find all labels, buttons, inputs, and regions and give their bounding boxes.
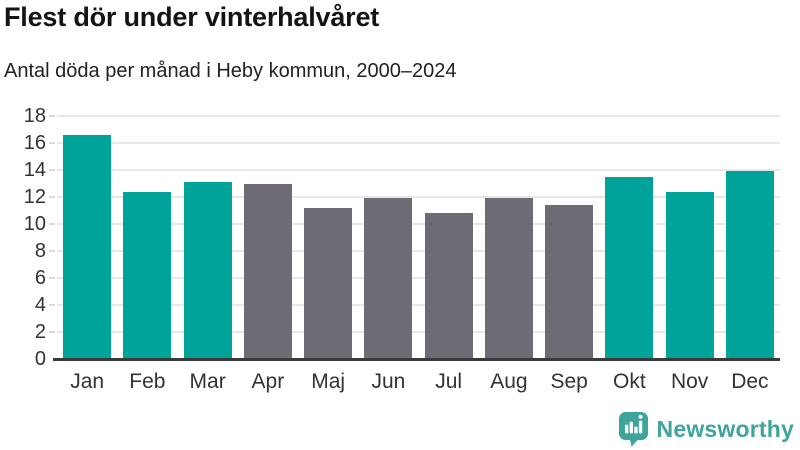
y-tick-4 bbox=[49, 304, 55, 306]
bar-Aug bbox=[484, 198, 533, 359]
newsworthy-brand-name: Newsworthy bbox=[656, 415, 794, 442]
plot-area bbox=[57, 115, 780, 359]
x-axis-label-Aug: Aug bbox=[490, 370, 528, 393]
chart-region: 0 2 4 6 8 10 12 14 16 18 Jan Feb Mar Apr Maj Jun Jul Aug S… bbox=[0, 105, 800, 405]
newsworthy-bubble-icon bbox=[618, 412, 648, 447]
y-axis-label-18: 18 bbox=[23, 105, 46, 127]
bar-Nov bbox=[665, 191, 714, 359]
x-axis-label-Dec: Dec bbox=[731, 370, 769, 393]
bar-Feb bbox=[123, 191, 172, 359]
y-tick-16 bbox=[49, 142, 55, 144]
x-axis-label-Nov: Nov bbox=[670, 370, 709, 393]
bar-Apr bbox=[243, 183, 292, 359]
y-axis-label-12: 12 bbox=[23, 186, 46, 208]
bar-Jan bbox=[63, 134, 112, 359]
y-axis-label-4: 4 bbox=[34, 294, 46, 316]
x-axis-label-Jan: Jan bbox=[70, 370, 105, 393]
x-axis-label-Apr: Apr bbox=[251, 370, 285, 393]
gridline-y-12 bbox=[57, 196, 780, 198]
x-axis-line bbox=[53, 358, 780, 361]
y-axis-label-6: 6 bbox=[34, 267, 46, 289]
bar-Dec bbox=[725, 171, 774, 359]
bar-Sep bbox=[545, 205, 594, 359]
y-axis-label-16: 16 bbox=[23, 132, 46, 154]
gridline-y-18 bbox=[57, 115, 780, 117]
bar-Jul bbox=[424, 213, 473, 359]
bar-Okt bbox=[605, 176, 654, 359]
gridline-y-16 bbox=[57, 142, 780, 144]
y-tick-6 bbox=[49, 277, 55, 279]
y-tick-8 bbox=[49, 250, 55, 252]
x-axis-label-Feb: Feb bbox=[129, 370, 166, 393]
x-axis-label-Maj: Maj bbox=[311, 370, 346, 393]
y-axis-label-10: 10 bbox=[23, 213, 46, 235]
y-tick-12 bbox=[49, 196, 55, 198]
bar-Jun bbox=[364, 198, 413, 359]
chart-title: Flest dör under vinterhalvåret bbox=[4, 2, 380, 32]
x-axis-label-Jul: Jul bbox=[435, 370, 463, 393]
y-tick-2 bbox=[49, 331, 55, 333]
y-tick-18 bbox=[49, 115, 55, 117]
bar-Mar bbox=[183, 182, 232, 359]
gridline-y-6 bbox=[57, 277, 780, 279]
gridline-y-2 bbox=[57, 331, 780, 333]
y-axis-label-8: 8 bbox=[34, 240, 46, 262]
x-axis-label-Jun: Jun bbox=[371, 370, 406, 393]
gridline-y-14 bbox=[57, 169, 780, 171]
gridline-y-8 bbox=[57, 250, 780, 252]
y-tick-14 bbox=[49, 169, 55, 171]
x-axis-label-Okt: Okt bbox=[613, 370, 646, 393]
y-tick-10 bbox=[49, 223, 55, 225]
gridline-y-10 bbox=[57, 223, 780, 225]
gridline-y-4 bbox=[57, 304, 780, 306]
bar-Maj bbox=[304, 207, 353, 359]
y-axis-label-0: 0 bbox=[34, 348, 46, 370]
x-axis-label-Mar: Mar bbox=[189, 370, 226, 393]
y-axis-label-2: 2 bbox=[34, 321, 46, 343]
newsworthy-logo[interactable]: Newsworthy bbox=[618, 411, 794, 447]
x-axis-label-Sep: Sep bbox=[550, 370, 588, 393]
chart-subtitle: Antal döda per månad i Heby kommun, 2000… bbox=[4, 60, 457, 82]
y-axis-label-14: 14 bbox=[23, 159, 46, 181]
